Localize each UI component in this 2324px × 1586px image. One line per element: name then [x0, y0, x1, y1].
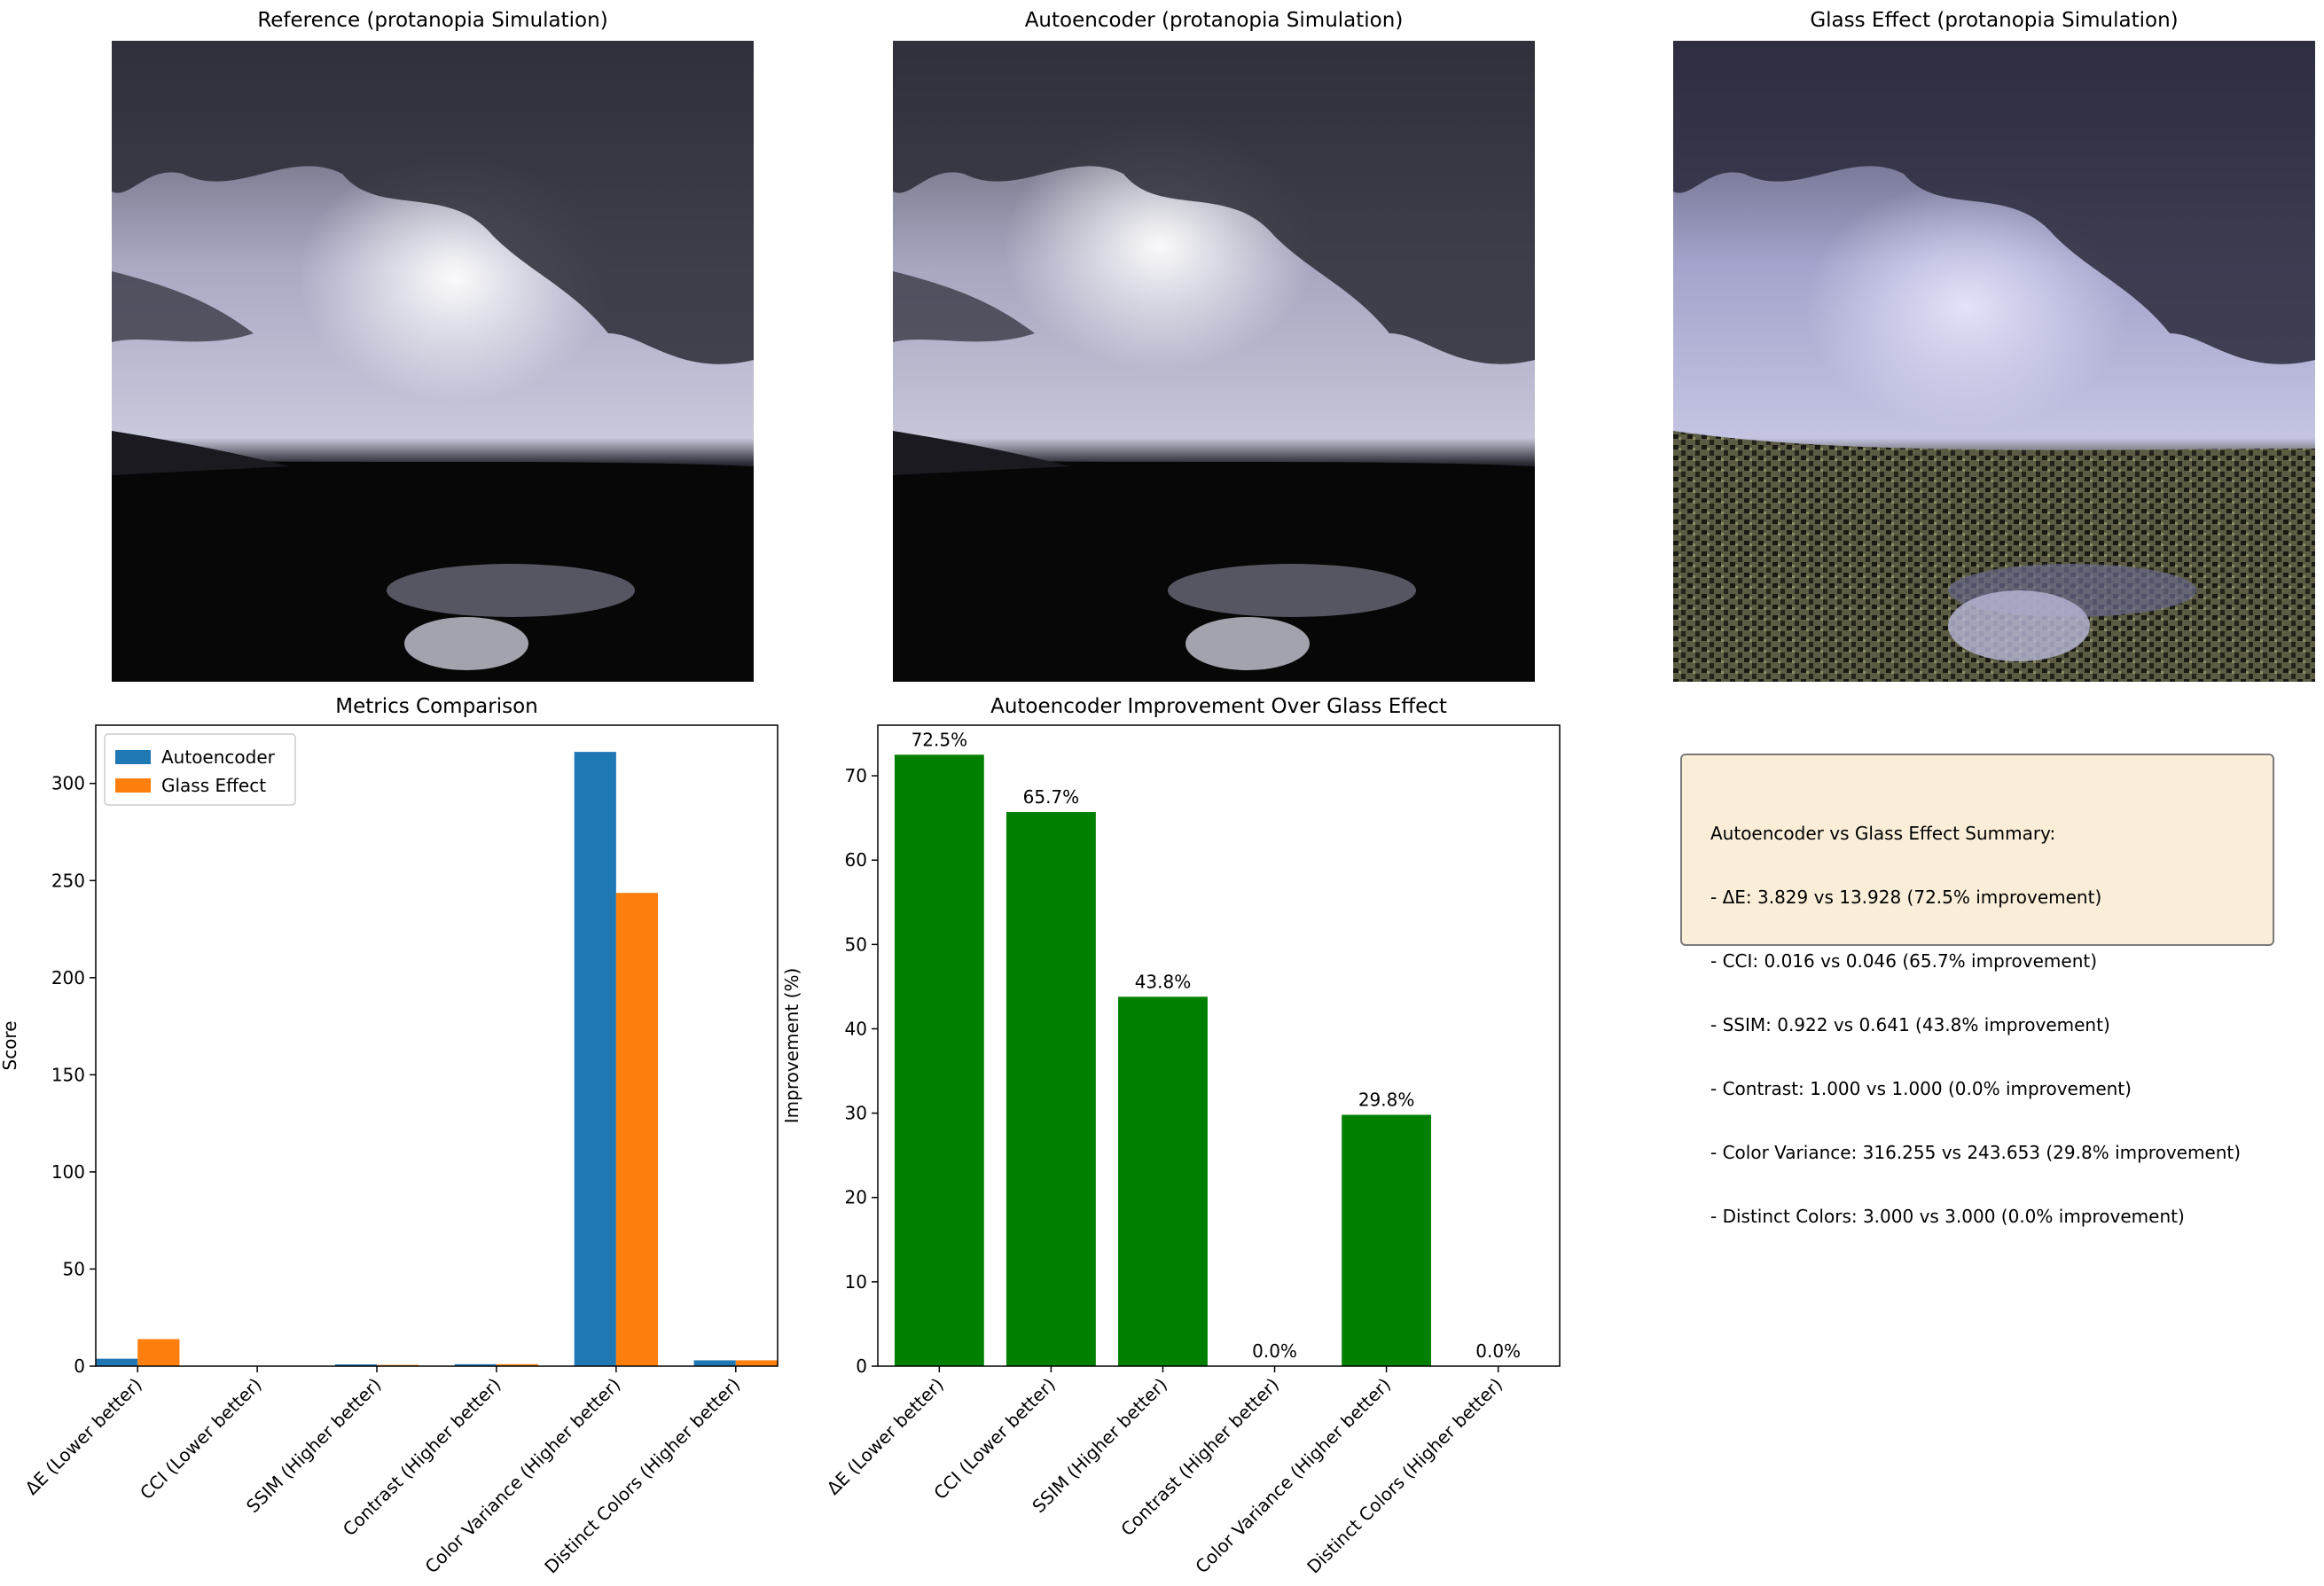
improvement-data-label: 43.8%	[1135, 971, 1192, 992]
improvement-chart-ytick-label: 40	[845, 1018, 867, 1039]
improvement-data-label: 65.7%	[1023, 786, 1080, 808]
metrics-bar-autoencoder	[693, 1360, 736, 1366]
metrics-bar-glass-effect	[615, 893, 659, 1366]
summary-line: - Distinct Colors: 3.000 vs 3.000 (0.0% …	[1710, 1206, 2185, 1227]
improvement-chart-ytick-label: 60	[845, 849, 867, 871]
improvement-chart-xtick-label: ΔE (Lower better)	[823, 1374, 948, 1499]
metrics-chart-ytick-label: 250	[51, 870, 85, 891]
metrics-bar-autoencoder	[574, 752, 616, 1366]
summary-line: - SSIM: 0.922 vs 0.641 (43.8% improvemen…	[1710, 1014, 2110, 1035]
summary-line: - Contrast: 1.000 vs 1.000 (0.0% improve…	[1710, 1078, 2132, 1099]
metrics-chart-ytick-label: 50	[63, 1258, 85, 1279]
metrics-chart-xtick-label: Color Variance (Higher better)	[421, 1374, 625, 1578]
summary-text: Autoencoder vs Glass Effect Summary: - Δ…	[1710, 780, 2241, 1270]
improvement-data-label: 29.8%	[1358, 1090, 1415, 1111]
metrics-bar-autoencoder	[96, 1358, 138, 1366]
summary-line: - ΔE: 3.829 vs 13.928 (72.5% improvement…	[1710, 887, 2102, 908]
improvement-chart-xtick-label: Color Variance (Higher better)	[1191, 1374, 1395, 1578]
metrics-chart-xtick-label: ΔE (Lower better)	[20, 1374, 145, 1499]
autoencoder-panel-title: Autoencoder (protanopia Simulation)	[1024, 9, 1404, 32]
metrics-chart-frame	[95, 724, 779, 1367]
metrics-chart-title: Metrics Comparison	[335, 695, 538, 718]
metrics-bar-glass-effect	[137, 1339, 180, 1366]
improvement-chart-ytick-label: 70	[845, 765, 867, 786]
summary-line: Autoencoder vs Glass Effect Summary:	[1710, 823, 2056, 844]
metrics-chart-ylabel: Score	[0, 1020, 20, 1070]
improvement-chart-ytick-label: 50	[845, 934, 867, 955]
improvement-chart-xtick-label: Distinct Colors (Higher better)	[1303, 1374, 1506, 1578]
metrics-chart-ytick-label: 0	[74, 1356, 85, 1377]
metrics-chart-ytick-label: 150	[51, 1064, 85, 1085]
metrics-chart-xtick-label: SSIM (Higher better)	[242, 1374, 386, 1518]
metrics-legend-box	[104, 733, 296, 806]
autoencoder-image	[893, 41, 1535, 682]
improvement-data-label: 72.5%	[912, 729, 968, 750]
improvement-data-label: 0.0%	[1475, 1340, 1521, 1362]
legend-label-glass-effect: Glass Effect	[161, 775, 266, 796]
improvement-chart-ylabel: Improvement (%)	[781, 968, 802, 1124]
summary-line: - Color Variance: 316.255 vs 243.653 (29…	[1710, 1142, 2242, 1163]
metrics-chart-ytick-label: 100	[51, 1161, 85, 1183]
metrics-chart-xtick-label: Distinct Colors (Higher better)	[540, 1374, 744, 1578]
improvement-chart-ytick-label: 0	[856, 1356, 867, 1377]
improvement-chart-xtick-label: CCI (Lower better)	[929, 1374, 1060, 1504]
improvement-chart-frame	[877, 724, 1561, 1367]
glass-panel-title: Glass Effect (protanopia Simulation)	[1810, 9, 2179, 32]
improvement-data-label: 0.0%	[1252, 1340, 1297, 1362]
metrics-bar-autoencoder	[454, 1363, 497, 1366]
metrics-bar-glass-effect	[496, 1363, 539, 1366]
improvement-chart-title: Autoencoder Improvement Over Glass Effec…	[990, 695, 1447, 718]
improvement-bar	[1006, 811, 1096, 1366]
summary-box: Autoencoder vs Glass Effect Summary: - Δ…	[1680, 754, 2274, 1227]
metrics-chart-ytick-label: 200	[51, 967, 85, 988]
reference-image	[112, 41, 754, 682]
improvement-bar	[1118, 996, 1208, 1366]
metrics-chart-ytick-label: 300	[51, 773, 85, 794]
metrics-bar-autoencoder	[334, 1363, 378, 1366]
improvement-bar	[1342, 1114, 1432, 1366]
improvement-chart-ytick-label: 30	[845, 1103, 867, 1124]
reference-panel-title: Reference (protanopia Simulation)	[257, 9, 608, 32]
metrics-chart-xtick-label: CCI (Lower better)	[136, 1374, 266, 1504]
legend-swatch-autoencoder	[115, 750, 151, 764]
improvement-chart-ytick-label: 10	[845, 1271, 867, 1293]
glass-effect-image	[1673, 41, 2315, 682]
metrics-bar-glass-effect	[735, 1360, 778, 1366]
legend-label-autoencoder: Autoencoder	[161, 746, 276, 768]
legend-swatch-glass-effect	[115, 778, 151, 793]
improvement-bar	[894, 754, 984, 1366]
summary-line: - CCI: 0.016 vs 0.046 (65.7% improvement…	[1710, 950, 2098, 972]
improvement-chart-ytick-label: 20	[845, 1187, 867, 1208]
